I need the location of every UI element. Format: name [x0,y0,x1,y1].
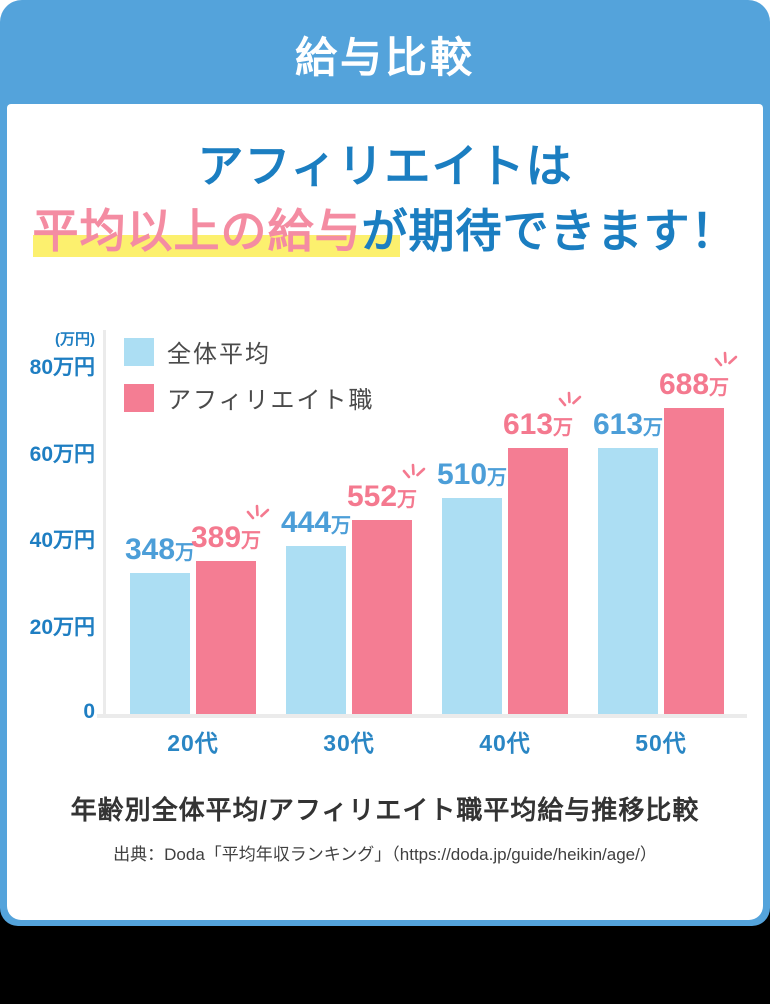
bar-value-label: 348万 [124,533,196,566]
sparkle-icon [246,504,270,520]
x-axis-label-50s: 50代 [635,730,687,756]
y-axis-tick-0: 0 [83,700,95,723]
legend-item-overall-average: 全体平均 [124,334,375,369]
bar-affiliate-50代 [664,408,724,714]
blue-container: 給与比較 アフィリエイトは 平均以上の給与が期待できます！ (万円) 80万円 … [0,0,770,926]
sparkle-icon [402,463,426,479]
legend-swatch-pink [124,383,154,412]
unit-suffix: 万 [331,515,352,537]
bar-overall-30代 [286,546,346,714]
unit-suffix: 万 [397,489,418,511]
main-headline: アフィリエイトは 平均以上の給与が期待できます！ [7,134,763,265]
x-axis-baseline [97,714,747,718]
headline-highlighted-text: 平均以上の給与 [32,205,400,258]
plot-area: 348万 389万 444万 552万 510万 613万 613万 688万 [7,320,763,770]
bar-value-label: 613万 [503,391,582,440]
bar-overall-20代 [130,573,190,714]
x-axis-label-20s: 20代 [167,730,219,756]
headline-line-2-rest: が期待できます！ [361,205,738,258]
unit-suffix: 万 [175,542,196,564]
bar-affiliate-40代 [508,448,568,714]
unit-suffix: 万 [643,417,664,439]
bar-value-label: 389万 [191,504,270,553]
y-axis-tick-60: 60万円 [29,443,95,466]
content-card: アフィリエイトは 平均以上の給与が期待できます！ (万円) 80万円 60万円 … [7,104,763,920]
bar-affiliate-30代 [352,520,412,714]
bar-value-label: 510万 [436,458,508,491]
unit-suffix: 万 [709,377,730,399]
source-text: 出典：Doda「平均年収ランキング」（https://doda.jp/guide… [113,845,657,864]
y-axis-tick-80: 80万円 [29,356,95,379]
y-axis-unit-label: (万円) [55,331,95,348]
y-axis-tick-40: 40万円 [29,529,95,552]
chart-legend: 全体平均 アフィリエイト職 [124,334,375,426]
sparkle-icon [558,391,582,407]
bar-value-label: 552万 [347,463,426,512]
headline-line-1: アフィリエイトは [197,140,573,192]
x-axis-label-40s: 40代 [479,730,531,756]
unit-suffix: 万 [553,417,574,439]
sparkle-icon [714,351,738,367]
bar-overall-40代 [442,498,502,714]
legend-label-overall-average: 全体平均 [167,341,271,368]
bar-value-label: 444万 [280,506,352,539]
x-axis-label-30s: 30代 [323,730,375,756]
legend-swatch-blue [124,337,154,366]
bar-value-label: 613万 [592,408,664,441]
bar-overall-50代 [598,448,658,714]
legend-item-affiliate: アフィリエイト職 [124,380,375,415]
legend-label-affiliate: アフィリエイト職 [167,387,375,414]
unit-suffix: 万 [487,467,508,489]
salary-bar-chart: (万円) 80万円 60万円 40万円 20万円 0 全体平均 アフィリエイト職… [7,320,763,770]
page-title: 給与比較 [294,34,475,81]
unit-suffix: 万 [241,530,262,552]
y-axis-line [103,330,106,718]
bar-value-label: 688万 [659,351,738,400]
bar-affiliate-20代 [196,561,256,714]
y-axis-tick-20: 20万円 [29,616,95,639]
chart-caption: 年齢別全体平均/アフィリエイト職平均給与推移比較 [70,795,700,825]
